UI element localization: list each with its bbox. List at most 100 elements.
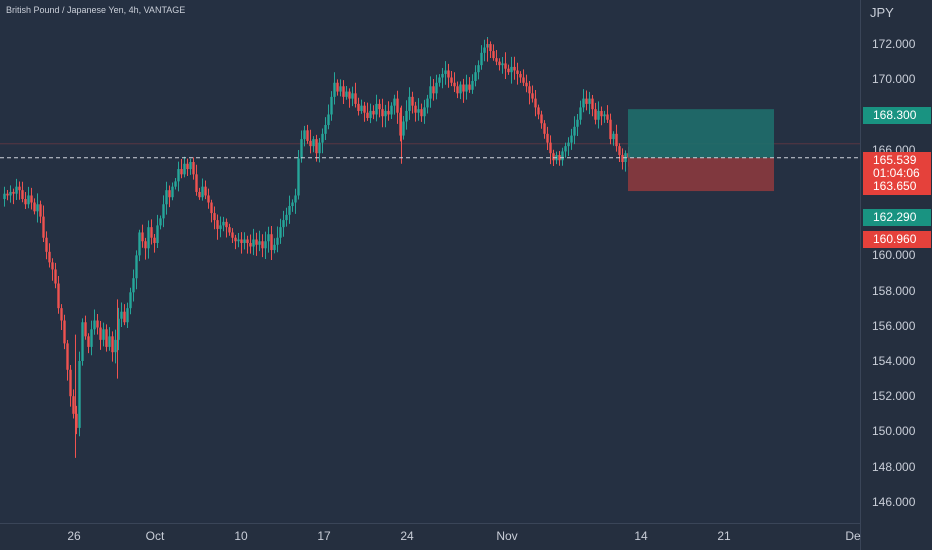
candle-body [354,93,357,104]
candle-body [483,47,486,53]
candle-body [315,139,318,154]
time-tick-label: 21 [717,529,731,543]
candle-body [147,227,150,249]
time-tick-label: 14 [634,529,648,543]
candle-body [366,112,369,118]
current-price-value: 165.539 [873,153,917,167]
candle-body [369,110,372,118]
time-tick-label: De [845,529,861,543]
candle-body [579,107,582,120]
take-profit-badge: 168.300 [863,107,931,124]
candle-body [102,329,105,340]
candle-body [279,227,282,238]
current-price-badge: 165.539 01:04:06 163.650 [863,152,931,195]
candle-body [294,195,297,203]
candle-body [75,413,78,428]
price-tick-label: 158.000 [872,283,916,298]
candle-body [24,198,27,205]
candle-body [219,225,222,229]
candlestick-chart[interactable] [0,0,860,523]
candle-body [33,202,36,212]
candle-body [63,320,66,344]
candle-body [384,110,387,117]
candle-body [84,322,87,337]
candle-body [255,239,258,245]
price-tick-label: 170.000 [872,72,916,87]
candle-body [402,121,405,136]
candle-body [117,318,120,340]
candle-body [585,98,588,104]
chart-area[interactable]: British Pound / Japanese Yen, 4h, VANTAG… [0,0,860,523]
candle-body [201,186,204,198]
time-tick-label: Nov [496,529,518,543]
candle-body [306,130,309,141]
time-tick-label: 24 [400,529,414,543]
candle-body [318,142,321,154]
candle-body [576,119,579,127]
candle-body [108,336,111,347]
candle-body [51,262,54,270]
candle-body [276,237,279,245]
candle-body [525,82,528,87]
candle-body [222,221,225,226]
candle-body [612,133,615,140]
candle-body [477,65,480,73]
candle-body [441,73,444,78]
candle-body [138,232,141,256]
candle-body [528,86,531,94]
candle-body [246,239,249,244]
candle-body [558,154,561,161]
price-axis[interactable]: JPY 172.000170.000168.000166.000164.0001… [860,0,932,550]
candle-body [297,158,300,196]
candle-body [192,162,195,175]
candle-body [159,218,162,226]
candle-body [561,151,564,161]
candle-body [60,308,63,321]
candle-body [333,82,336,97]
candle-body [36,204,39,212]
candle-body [360,105,363,111]
candle-body [204,186,207,196]
countdown-timer: 01:04:06 [873,166,920,180]
candle-body [450,77,453,83]
candle-body [183,163,186,175]
candle-body [93,320,96,330]
candle-body [597,110,600,120]
candle-body [39,204,42,217]
candle-body [99,327,102,340]
candle-body [534,98,537,108]
candle-body [420,109,423,117]
candle-body [72,396,75,414]
candle-body [9,191,12,196]
candle-body [408,96,411,111]
candle-body [549,142,552,154]
time-axis[interactable]: 26 Oct 10 17 24 Nov 14 21 De [0,523,861,550]
candle-body [570,135,573,143]
candle-body [81,322,84,361]
candle-body [162,204,165,219]
candle-body [21,190,24,199]
candle-body [45,237,48,252]
candle-body [507,68,510,73]
candle-body [504,63,507,69]
candle-body [207,195,210,203]
candle-body [291,202,294,207]
candle-body [498,61,501,66]
candle-body [90,329,93,347]
candle-body [426,98,429,108]
candle-body [327,114,330,126]
currency-label: JPY [870,5,894,20]
stop-loss-zone [628,157,774,192]
candle-body [66,343,69,370]
candle-body [621,154,624,163]
candle-body [480,52,483,66]
candle-body [591,98,594,110]
candle-body [210,202,213,214]
candle-body [15,186,18,194]
candle-body [171,186,174,198]
candle-body [522,77,525,83]
candle-body [387,110,390,115]
candle-body [543,123,546,134]
candle-body [606,114,609,120]
candle-body [144,241,147,249]
